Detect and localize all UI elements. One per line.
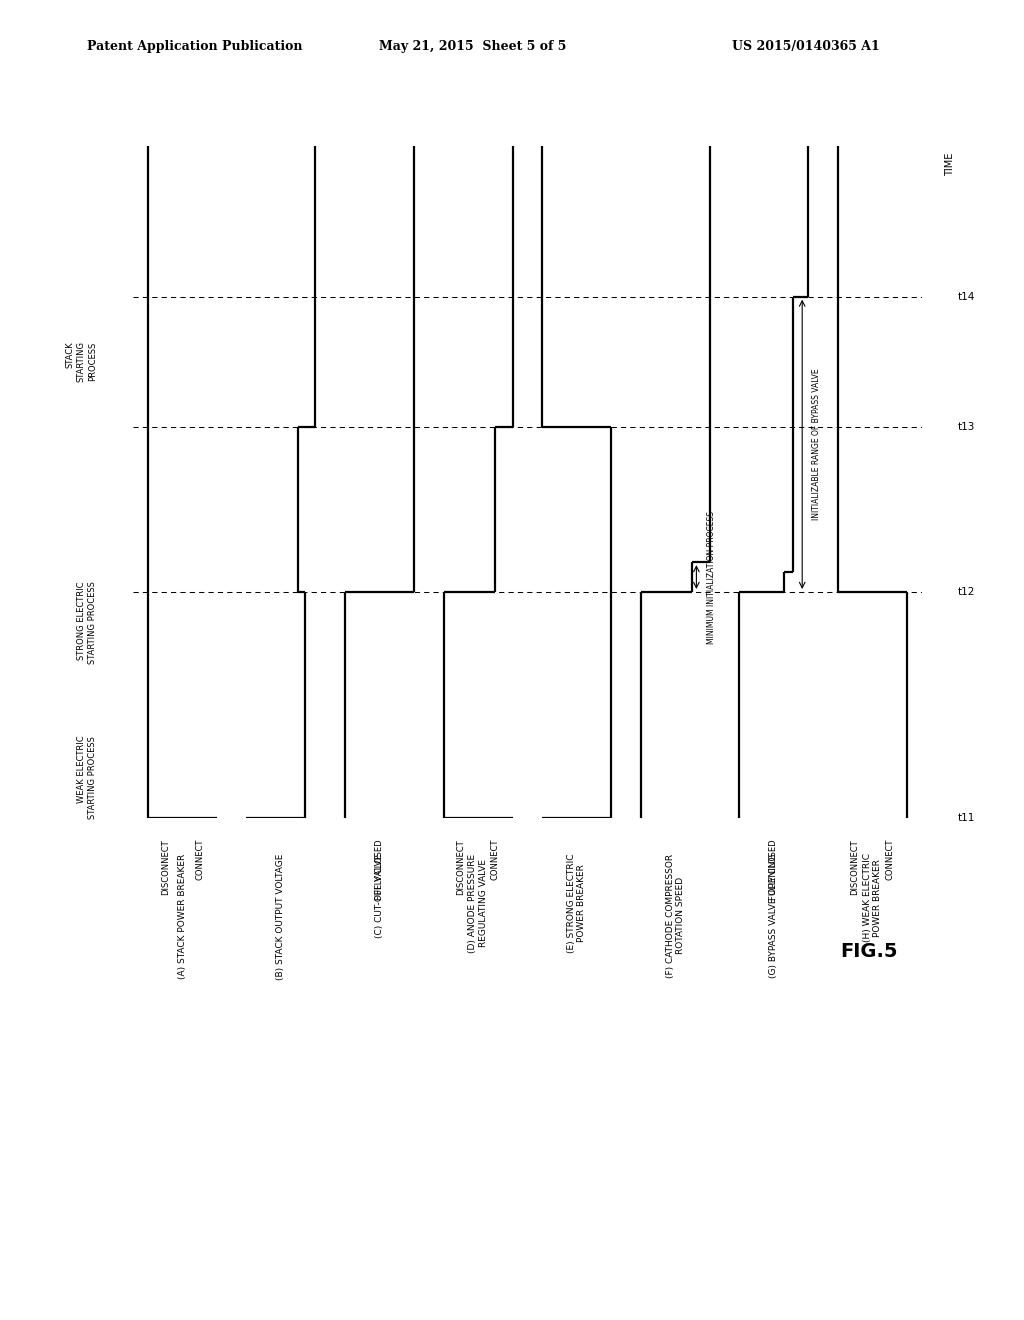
Text: (F) CATHODE COMPRESSOR
ROTATION SPEED: (F) CATHODE COMPRESSOR ROTATION SPEED xyxy=(666,854,685,978)
Text: CONNECT: CONNECT xyxy=(490,840,500,880)
Text: FULLY CLOSED: FULLY CLOSED xyxy=(769,840,778,900)
Text: May 21, 2015  Sheet 5 of 5: May 21, 2015 Sheet 5 of 5 xyxy=(379,40,566,53)
Text: (D) ANODE PRESSURE
REGULATING VALVE: (D) ANODE PRESSURE REGULATING VALVE xyxy=(468,854,487,953)
Text: (C) CUT-OFF VALVE: (C) CUT-OFF VALVE xyxy=(375,854,384,937)
Text: t11: t11 xyxy=(958,813,976,824)
Text: DISCONNECT: DISCONNECT xyxy=(851,840,859,895)
Text: (G) BYPASS VALVE OPENING: (G) BYPASS VALVE OPENING xyxy=(769,854,778,978)
Text: t12: t12 xyxy=(958,587,976,597)
Text: DISCONNECT: DISCONNECT xyxy=(161,840,170,895)
Text: CONNECT: CONNECT xyxy=(885,840,894,880)
Text: DISCONNECT: DISCONNECT xyxy=(457,840,465,895)
Text: (H) WEAK ELECTRIC
POWER BREAKER: (H) WEAK ELECTRIC POWER BREAKER xyxy=(862,854,882,942)
Text: CONNECT: CONNECT xyxy=(196,840,204,880)
Text: US 2015/0140365 A1: US 2015/0140365 A1 xyxy=(732,40,880,53)
Text: (A) STACK POWER BREAKER: (A) STACK POWER BREAKER xyxy=(178,854,187,978)
Text: STACK
STARTING
PROCESS: STACK STARTING PROCESS xyxy=(66,342,96,383)
Text: TIME: TIME xyxy=(945,153,954,176)
Text: MINIMUM INITIALIZATION PROCESS: MINIMUM INITIALIZATION PROCESS xyxy=(707,511,716,644)
Text: FULLY CLOSED: FULLY CLOSED xyxy=(375,840,384,900)
Text: (B) STACK OUTPUT VOLTAGE: (B) STACK OUTPUT VOLTAGE xyxy=(276,854,286,979)
Text: t14: t14 xyxy=(958,292,976,302)
Text: Patent Application Publication: Patent Application Publication xyxy=(87,40,302,53)
Text: FIG.5: FIG.5 xyxy=(841,942,898,961)
Text: WEAK ELECTRIC
STARTING PROCESS: WEAK ELECTRIC STARTING PROCESS xyxy=(77,735,96,818)
Text: INITIALIZABLE RANGE OF BYPASS VALVE: INITIALIZABLE RANGE OF BYPASS VALVE xyxy=(812,368,820,520)
Text: (E) STRONG ELECTRIC
POWER BREAKER: (E) STRONG ELECTRIC POWER BREAKER xyxy=(567,854,587,953)
Text: t13: t13 xyxy=(958,422,976,432)
Text: STRONG ELECTRIC
STARTING PROCESS: STRONG ELECTRIC STARTING PROCESS xyxy=(77,581,96,664)
